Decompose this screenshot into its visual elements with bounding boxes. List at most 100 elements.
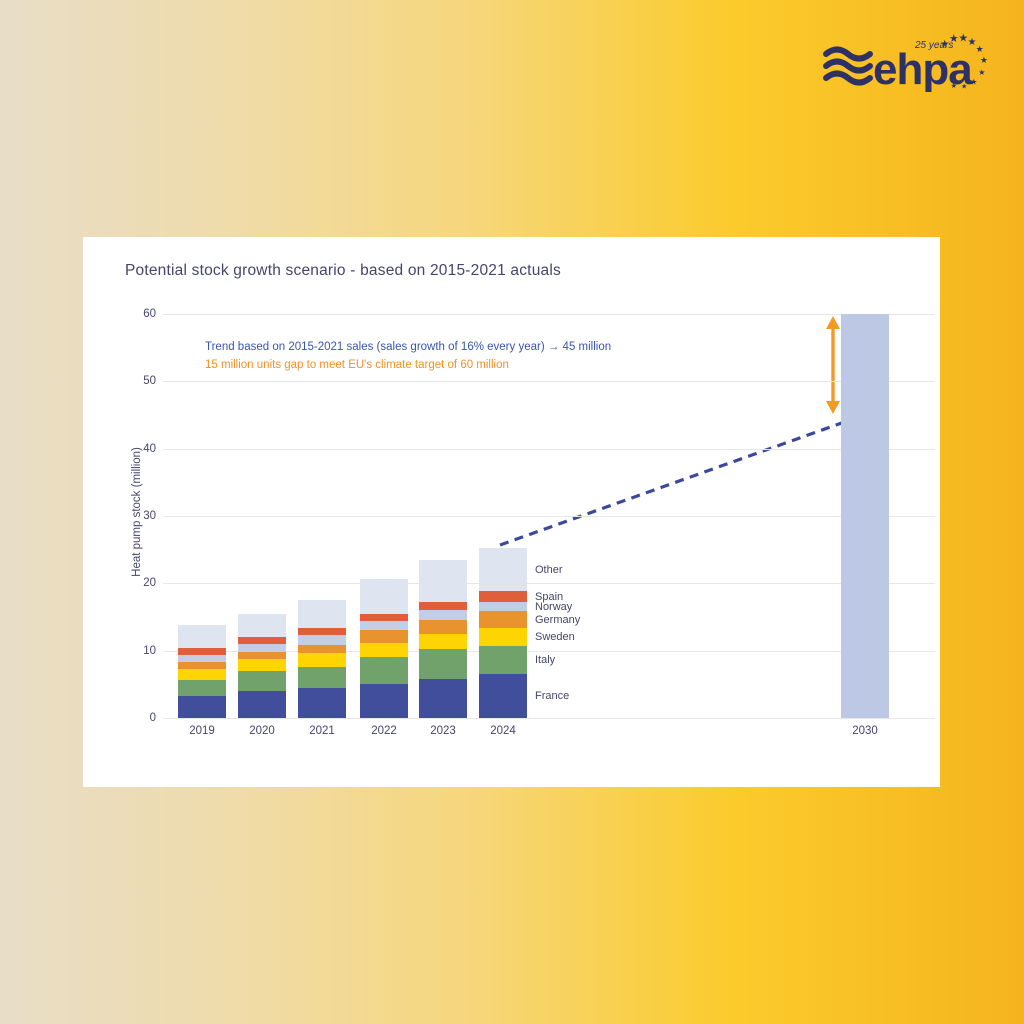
stacked-bar: [360, 314, 408, 718]
bar-segment-other: [238, 613, 286, 638]
bar-segment-norway: [479, 602, 527, 611]
bar-segment-germany: [360, 630, 408, 644]
bar-segment-germany: [479, 610, 527, 629]
y-tick-label: 50: [143, 375, 156, 388]
stacked-bar: [178, 314, 226, 718]
bar-segment-other: [178, 625, 226, 648]
gridline: [163, 381, 935, 383]
bar-segment-italy: [360, 657, 408, 684]
bar-segment-italy: [298, 666, 346, 688]
bar-segment-germany: [419, 619, 467, 634]
series-label-other: Other: [535, 563, 563, 576]
gap-arrow-icon: [826, 316, 840, 414]
bar-segment-italy: [479, 645, 527, 674]
y-tick-label: 0: [149, 712, 156, 724]
stacked-bar: [419, 314, 467, 718]
bar-segment-france: [479, 673, 527, 718]
series-label-italy: Italy: [535, 653, 556, 666]
stacked-bar: [479, 314, 527, 718]
bar-segment-italy: [419, 649, 467, 679]
bar-segment-spain: [479, 591, 527, 603]
y-tick-label: 60: [143, 308, 156, 320]
bar-segment-norway: [238, 643, 286, 653]
bar-segment-sweden: [298, 652, 346, 667]
bar-segment-spain: [238, 637, 286, 644]
bar-segment-sweden: [238, 659, 286, 671]
bar-segment-norway: [360, 621, 408, 631]
bar-segment-other: [298, 599, 346, 628]
trend-annotation: Trend based on 2015-2021 sales (sales gr…: [205, 341, 612, 353]
bar-segment-italy: [238, 670, 286, 692]
series-label-germany: Germany: [535, 613, 581, 626]
bar-segment-spain: [298, 627, 346, 636]
gridline: [163, 314, 935, 315]
svg-text:★: ★: [978, 68, 985, 77]
gridline: [163, 583, 935, 585]
bar-segment-germany: [298, 644, 346, 653]
target-bar-2030: [841, 314, 889, 718]
trend-dashed-line: [499, 413, 865, 547]
svg-text:★: ★: [958, 32, 968, 45]
bar-segment-italy: [178, 679, 226, 697]
stacked-bar: [298, 314, 346, 718]
stacked-bar: [238, 314, 286, 718]
bar-segment-france: [360, 683, 408, 718]
gridline: [163, 448, 935, 450]
y-axis-title: Heat pump stock (million): [131, 447, 143, 577]
series-label-spain: Spain: [535, 590, 564, 603]
bar-segment-sweden: [479, 628, 527, 646]
x-tick-label: 2020: [249, 725, 275, 737]
y-tick-label: 40: [143, 442, 156, 455]
bar-segment-spain: [360, 613, 408, 622]
series-label-france: France: [535, 689, 570, 702]
bar-segment-germany: [178, 662, 226, 669]
gridline: [163, 516, 935, 517]
waves-icon: [823, 46, 873, 86]
gridline: [163, 650, 935, 652]
gap-annotation: 15 million units gap to meet EU's climat…: [205, 359, 509, 371]
x-tick-label: 2021: [309, 725, 335, 737]
ehpa-logo: ehpa 25 years ★ ★ ★ ★ ★ ★ ★ ★ ★ ★: [823, 32, 988, 92]
chart-card: Potential stock growth scenario - based …: [83, 237, 940, 787]
euro-stars-icon: ★ ★ ★ ★ ★ ★ ★ ★ ★ ★: [940, 32, 988, 91]
logo-brand-text: ehpa: [873, 45, 973, 92]
svg-text:★: ★: [976, 45, 984, 55]
bar-segment-germany: [238, 652, 286, 660]
svg-text:★: ★: [940, 39, 949, 50]
svg-text:★: ★: [968, 37, 977, 48]
bar-segment-france: [238, 691, 286, 718]
bar-segment-norway: [419, 610, 467, 620]
svg-text:★: ★: [951, 82, 957, 90]
bar-segment-other: [479, 547, 527, 592]
y-tick-label: 20: [143, 577, 156, 590]
svg-text:★: ★: [980, 56, 988, 66]
series-label-norway: Norway: [535, 600, 573, 613]
bar-segment-other: [360, 578, 408, 614]
svg-text:★: ★: [961, 83, 967, 91]
y-tick-label: 10: [143, 644, 156, 657]
gridline: [163, 718, 935, 719]
plot-area: Heat pump stock (million) Trend based on…: [131, 308, 935, 737]
y-tick-label: 30: [143, 510, 156, 522]
bar-segment-other: [419, 560, 467, 602]
svg-text:★: ★: [970, 78, 977, 87]
bar-segment-sweden: [360, 643, 408, 658]
chart-title: Potential stock growth scenario - based …: [125, 262, 561, 279]
bar-segment-spain: [178, 648, 226, 655]
bar-segment-france: [419, 678, 467, 718]
x-tick-label: 2024: [490, 725, 516, 737]
series-label-sweden: Sweden: [535, 631, 575, 644]
x-tick-label: 2019: [189, 725, 215, 737]
bar-segment-france: [298, 687, 346, 718]
bar-segment-france: [178, 696, 226, 718]
x-tick-label: 2030: [852, 725, 878, 737]
x-tick-label: 2022: [371, 725, 397, 737]
svg-text:★: ★: [949, 32, 959, 45]
annotation-block: Trend based on 2015-2021 sales (sales gr…: [205, 338, 611, 374]
bar-segment-sweden: [178, 668, 226, 680]
logo-anniversary-text: 25 years: [914, 40, 953, 51]
bar-segment-norway: [298, 635, 346, 645]
bar-segment-norway: [178, 654, 226, 663]
bar-segment-spain: [419, 601, 467, 611]
